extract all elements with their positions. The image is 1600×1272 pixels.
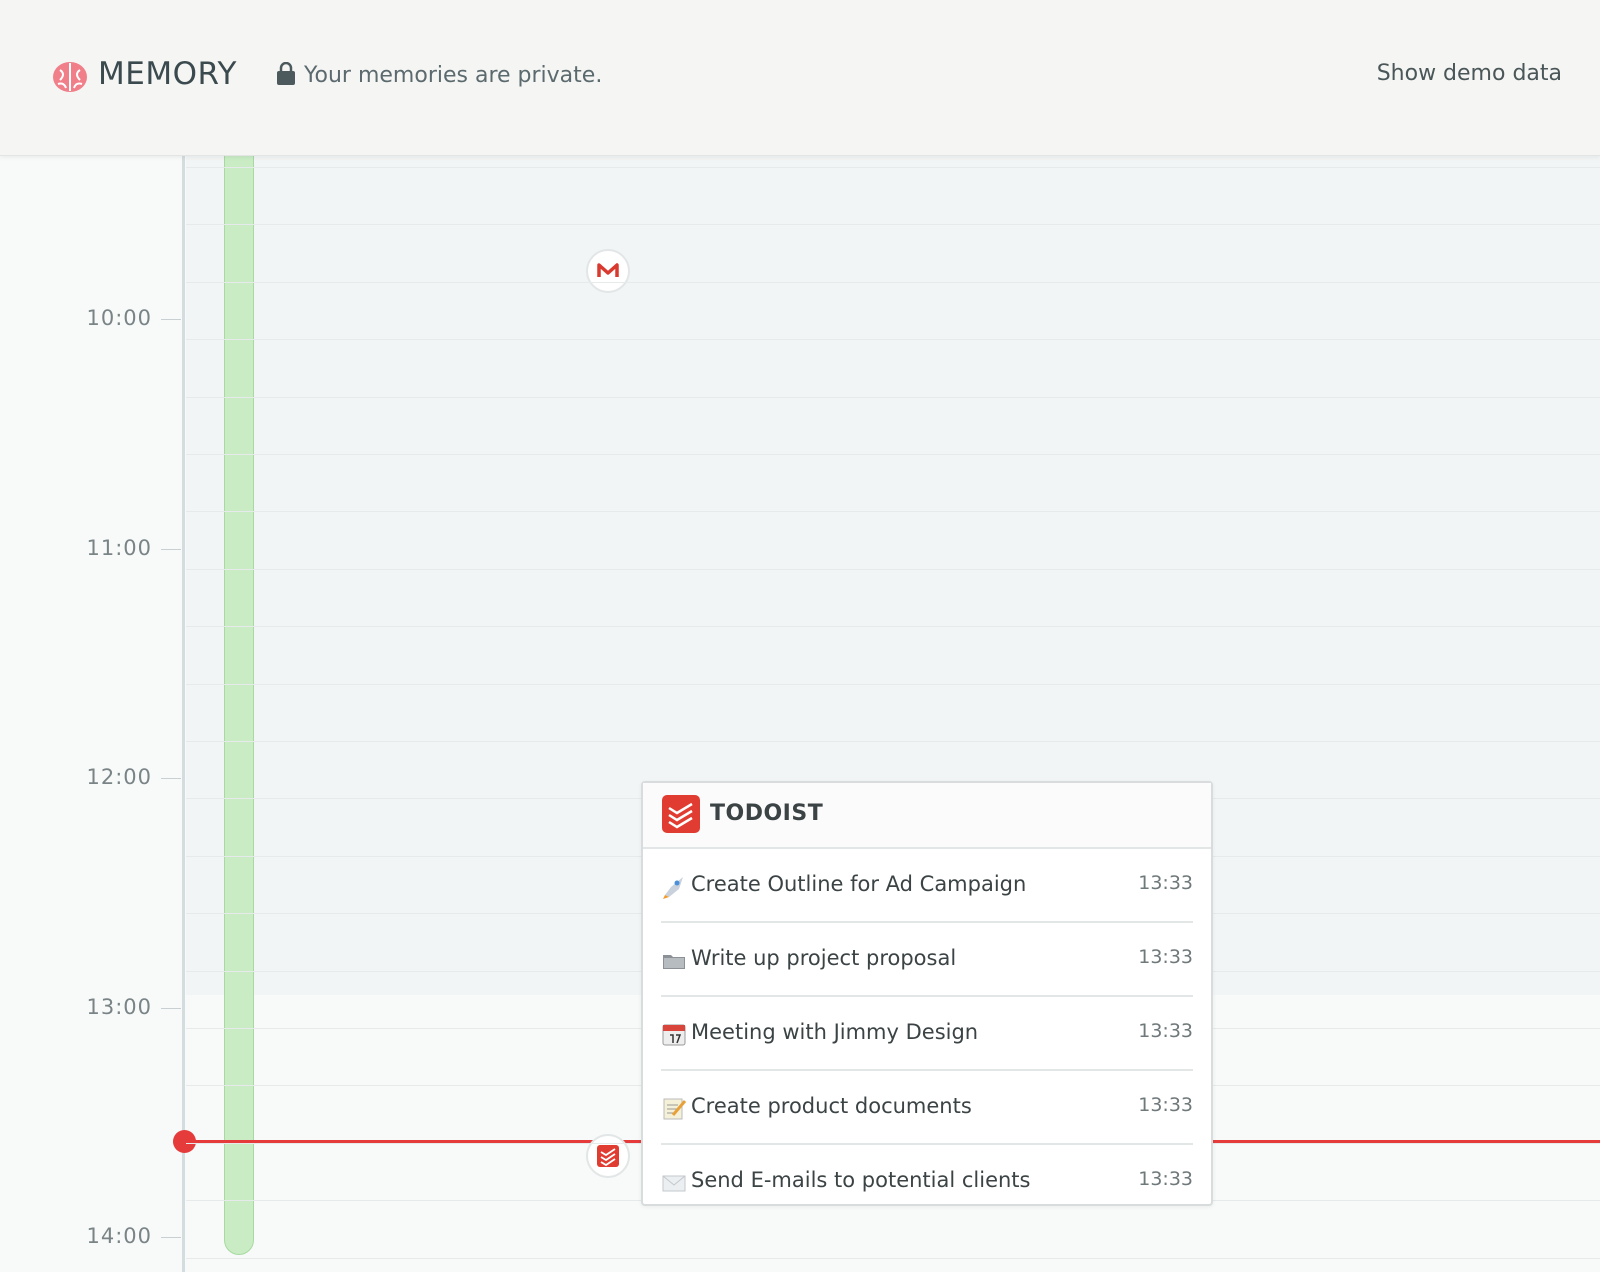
hour-tick <box>161 1237 181 1238</box>
task-row[interactable]: Write up project proposal 13:33 <box>661 923 1193 997</box>
task-time: 13:33 <box>1138 872 1193 894</box>
hour-label: 12:00 <box>86 765 152 789</box>
task-text: Write up project proposal <box>691 946 957 970</box>
grid-line <box>186 339 1600 341</box>
grid-line <box>186 281 1600 283</box>
grid-line <box>186 396 1600 398</box>
task-time: 13:33 <box>1138 1168 1193 1190</box>
task-list: Create Outline for Ad Campaign 13:33 Write… <box>643 849 1211 1217</box>
grid-line <box>186 1257 1600 1259</box>
hour-tick <box>161 1007 181 1009</box>
task-text: Meeting with Jimmy Design <box>691 1020 979 1044</box>
task-icon <box>662 1175 686 1192</box>
task-icon <box>663 877 683 899</box>
grid-line <box>186 741 1600 742</box>
todoist-icon <box>597 1145 619 1167</box>
task-row[interactable]: Meeting with Jimmy Design 13:33 <box>661 997 1193 1071</box>
hour-tick <box>161 548 181 550</box>
grid-line <box>186 167 1600 168</box>
todoist-popup: TODOIST Create Outline for Ad Campaign 13… <box>641 781 1213 1206</box>
task-row[interactable]: Send E-mails to potential clients 13:33 <box>661 1145 1193 1217</box>
hour-tick <box>161 319 181 320</box>
task-time: 13:33 <box>1138 946 1193 968</box>
lock-icon <box>277 62 295 85</box>
header: MEMORY Your memories are private. Show d… <box>0 0 1600 156</box>
popup-header: TODOIST <box>643 783 1211 849</box>
task-row[interactable]: Create Outline for Ad Campaign 13:33 <box>661 849 1193 923</box>
grid-line <box>186 626 1600 628</box>
hour-label: 10:00 <box>86 306 152 330</box>
task-icon <box>663 1098 687 1120</box>
grid-line <box>186 568 1600 570</box>
task-row[interactable]: Create product documents 13:33 <box>661 1071 1193 1145</box>
todoist-logo <box>662 795 700 833</box>
current-time-dot <box>173 1130 196 1153</box>
hour-label: 13:00 <box>86 994 152 1019</box>
activity-bar[interactable] <box>224 145 254 1255</box>
grid-line <box>186 683 1600 685</box>
brand-icon <box>53 62 87 92</box>
task-text: Send E-mails to potential clients <box>691 1168 1031 1192</box>
show-demo-button[interactable]: Show demo data <box>1376 61 1562 86</box>
task-icon <box>663 955 685 969</box>
task-text: Create Outline for Ad Campaign <box>691 872 1027 896</box>
hour-label: 14:00 <box>86 1224 152 1248</box>
task-time: 13:33 <box>1138 1020 1193 1042</box>
grid-line <box>186 511 1600 513</box>
hour-label: 11:00 <box>86 535 152 560</box>
task-text: Create product documents <box>691 1094 972 1118</box>
todoist-event[interactable] <box>586 1134 630 1178</box>
brand[interactable]: MEMORY <box>98 56 237 92</box>
task-icon <box>662 1024 686 1046</box>
privacy-note: Your memories are private. <box>304 63 603 88</box>
hour-tick <box>161 778 181 779</box>
popup-title: TODOIST <box>710 801 824 826</box>
grid-line <box>186 454 1600 455</box>
gmail-event[interactable] <box>586 249 630 293</box>
grid-line <box>186 224 1600 226</box>
task-time: 13:33 <box>1138 1094 1193 1116</box>
gmail-icon <box>597 263 619 277</box>
timeline-axis <box>182 155 185 1272</box>
